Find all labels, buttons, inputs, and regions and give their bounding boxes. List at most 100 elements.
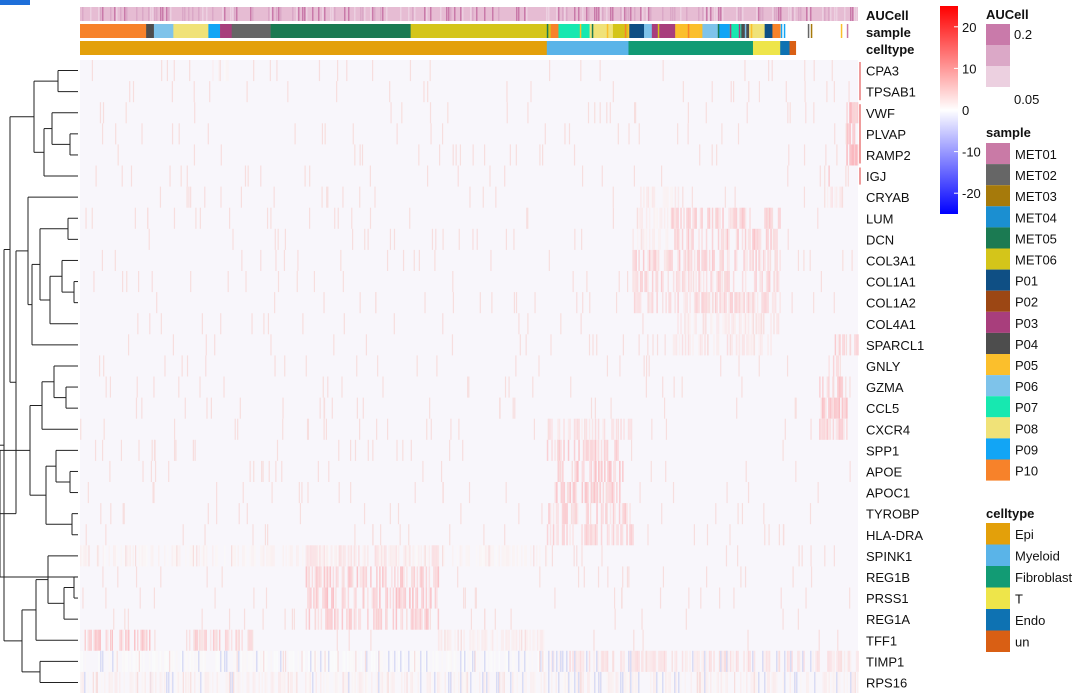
sample-strip [840,24,843,38]
heat-cell-spink1 [243,545,245,567]
heat-cell-faint [151,271,153,293]
heat-cell-ramp2 [855,144,857,166]
heat-cell-faint [513,228,515,250]
heat-cell-apoc1 [587,482,590,504]
heat-cell-col1a2 [698,292,700,314]
heat-cell-faint [666,249,668,271]
aucell-cell [348,7,350,21]
heat-cell-faint [533,545,535,567]
heat-cell-faint [587,102,590,124]
heat-cell-faint [589,292,591,314]
heat-cell-spink1 [480,545,482,567]
heat-cell-tyrobp [621,503,624,525]
heat-cell-apoe [575,460,578,482]
heat-cell-rps16 [351,671,353,693]
heat-cell-spink1 [374,545,377,567]
heat-cell-spink1 [338,545,341,567]
heat-cell-col4a1 [693,313,696,335]
heat-cell-faint [409,207,411,229]
heat-cell-faint [302,313,304,335]
heat-cell-faint [282,650,284,672]
heat-cell-timp1 [705,650,708,672]
heat-cell-prss1 [313,587,315,609]
heat-cell-faint [671,650,673,672]
heat-cell-col4a1 [716,313,718,335]
aucell-cell [596,7,598,21]
heat-cell-faint [652,334,654,356]
heat-cell-timp1 [702,650,705,672]
heat-cell-faint [297,249,299,271]
heat-cell-spink1 [344,545,347,567]
heat-cell-col1a1 [695,271,697,293]
heat-cell-cxcr4 [627,418,630,440]
heat-cell-col3a1 [750,249,753,271]
heat-cell-col1a2 [647,292,649,314]
heat-cell-blue [100,650,102,672]
heat-cell-faint [139,587,141,609]
aucell-cell [312,7,314,21]
heat-cell-faint [196,545,198,567]
heat-cell-blue [200,671,202,693]
heat-cell-faint [463,587,465,609]
heat-cell-prss1 [395,587,398,609]
heat-cell-rps16 [104,671,106,693]
heat-cell-tff1 [496,629,498,651]
heat-cell-blue [850,671,852,693]
heat-cell-hla-dra [617,524,619,546]
heat-cell-rps16 [294,671,296,693]
heat-cell-timp1 [135,650,137,672]
heat-cell-faint [268,460,270,482]
heat-cell-rps16 [710,671,712,693]
heat-cell-spink1 [378,545,380,567]
heat-cell-tff1 [99,629,101,651]
heat-cell-faint [641,608,643,630]
heat-cell-apoc1 [575,482,578,504]
heat-cell-faint [168,460,170,482]
heat-cell-faint [193,144,196,166]
heat-cell-sparcl1 [834,334,837,356]
heat-cell-cryab [650,186,653,208]
heat-cell-spink1 [347,545,350,567]
heat-cell-timp1 [660,650,663,672]
heat-cell-faint [242,482,244,504]
heat-cell-blue [84,671,86,693]
gene-label-lum: LUM [866,211,893,226]
heat-cell-gzma [819,376,821,398]
heat-cell-tff1 [473,629,476,651]
heat-cell-cxcr4 [549,418,552,440]
heat-cell-ccl5 [846,397,848,419]
heat-cell-col4a1 [758,313,760,335]
heat-cell-timp1 [593,650,595,672]
heat-cell-dcn [692,228,694,250]
heat-cell-dcn [644,228,646,250]
heat-cell-faint [521,629,523,651]
heat-cell-timp1 [447,650,449,672]
heat-cell-rps16 [108,671,110,693]
heat-cell-faint [276,60,278,82]
heat-cell-timp1 [479,650,481,672]
heat-cell-cxcr4 [611,418,613,440]
heat-cell-sparcl1 [750,334,753,356]
heat-cell-timp1 [812,650,814,672]
heat-cell-timp1 [681,650,684,672]
heat-cell-spink1 [525,545,527,567]
heat-cell-col1a1 [755,271,757,293]
heat-cell-faint [633,629,635,651]
heat-cell-timp1 [582,650,585,672]
heat-cell-faint [693,271,695,293]
heat-cell-faint [359,418,361,440]
sample-segment-p08 [173,24,209,38]
aucell-cell [852,7,854,21]
heat-cell-faint [367,228,369,250]
heat-cell-spink1 [84,545,86,567]
heat-cell-rps16 [185,671,187,693]
heat-cell-lum [741,207,744,229]
heat-cell-faint [706,524,709,546]
heat-cell-col1a2 [677,292,679,314]
sample-segment-p01 [628,24,645,38]
heat-cell-spp1 [594,439,597,461]
heat-cell-timp1 [650,650,652,672]
heat-cell-faint [648,355,650,377]
aucell-cell [168,7,170,21]
heat-cell-cxcr4 [846,418,848,440]
